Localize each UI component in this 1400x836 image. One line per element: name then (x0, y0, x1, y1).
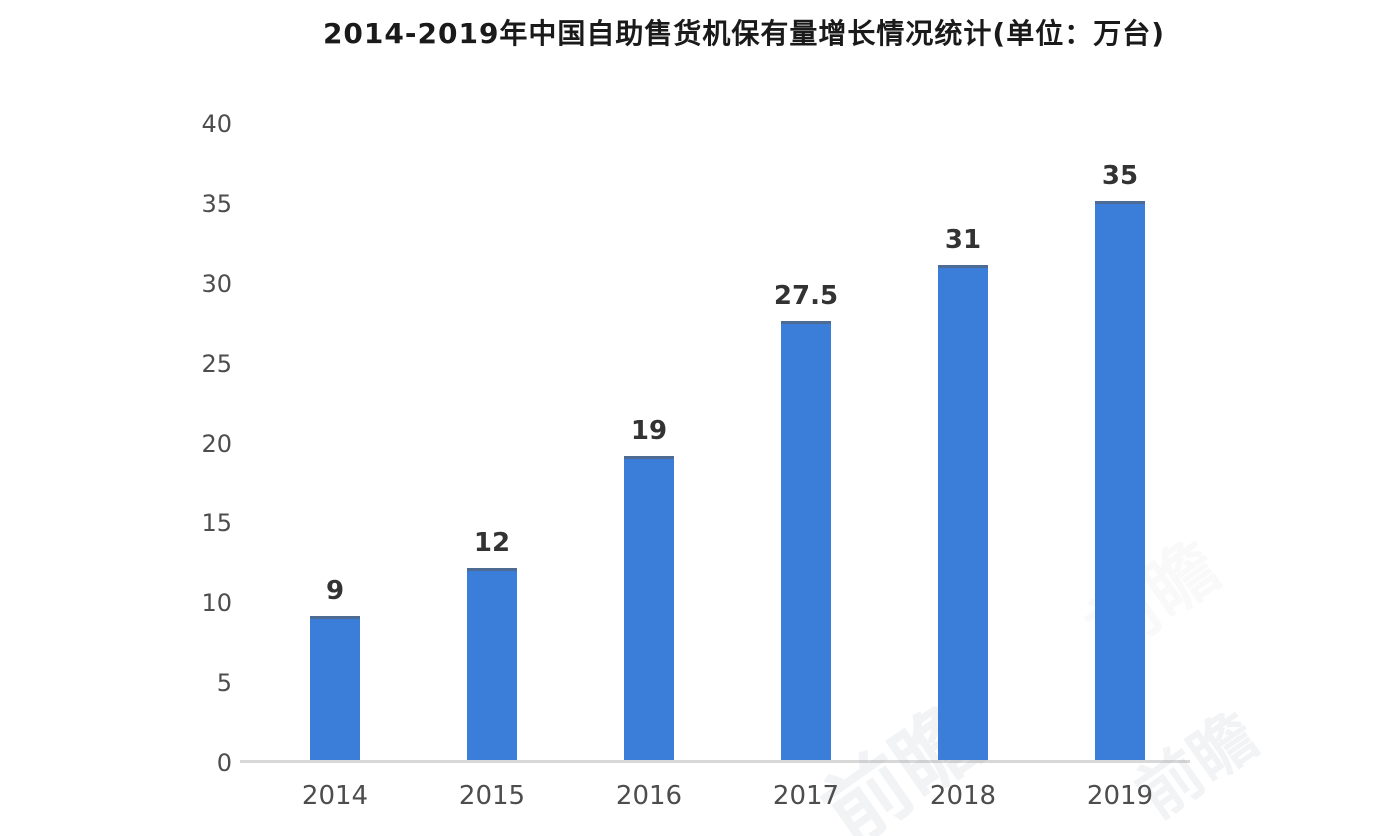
y-axis-tick-label: 20 (201, 429, 232, 458)
y-axis-tick-label: 30 (201, 269, 232, 298)
x-axis-tick-label: 2014 (301, 781, 369, 811)
y-axis-tick-label: 0 (216, 749, 232, 777)
watermark: 前瞻 (1285, 420, 1400, 614)
bar-group-2017: 27.5 (766, 124, 846, 760)
bar-2019 (1095, 200, 1145, 760)
bar-value-label: 31 (944, 224, 982, 255)
bar-2014 (310, 616, 360, 760)
x-axis-tick-label: 2018 (929, 781, 997, 811)
x-axis-tick-label: 2019 (1086, 781, 1154, 811)
chart-title: 2014-2019年中国自助售货机保有量增长情况统计(单位：万台) (322, 17, 1166, 50)
bar-2017 (781, 320, 831, 760)
bar-value-label: 19 (630, 416, 668, 447)
plot-area: 前瞻 前瞻 9 12 19 27.5 31 35 前瞻 (240, 124, 1400, 836)
bar-group-2019: 35 (1080, 124, 1160, 760)
y-axis: 40 35 30 25 20 15 10 5 0 (130, 110, 232, 777)
bar-value-label: 27.5 (773, 280, 839, 311)
bar-value-label: 35 (1101, 160, 1139, 191)
bar-group-2015: 12 (452, 124, 532, 760)
bar-group-2018: 31 (923, 124, 1003, 760)
x-axis-tick-label: 2015 (458, 781, 526, 811)
bar-group-2014: 9 (295, 124, 375, 760)
bar-group-2016: 19 (609, 124, 689, 760)
y-axis-tick-label: 10 (201, 589, 232, 618)
bar-2016 (624, 456, 674, 760)
bar-value-label: 9 (325, 576, 345, 607)
y-axis-tick-label: 40 (201, 110, 232, 138)
x-axis: 2014 2015 2016 2017 2018 2019 (240, 781, 1190, 817)
bar-2018 (938, 264, 988, 760)
bar-2015 (467, 568, 517, 760)
y-axis-tick-label: 35 (201, 189, 232, 218)
y-axis-tick-label: 25 (201, 349, 232, 378)
x-axis-tick-label: 2016 (615, 781, 683, 811)
y-axis-tick-label: 15 (201, 509, 232, 538)
y-axis-tick-label: 5 (216, 669, 232, 698)
x-axis-tick-label: 2017 (772, 781, 840, 811)
bar-value-label: 12 (473, 528, 511, 559)
